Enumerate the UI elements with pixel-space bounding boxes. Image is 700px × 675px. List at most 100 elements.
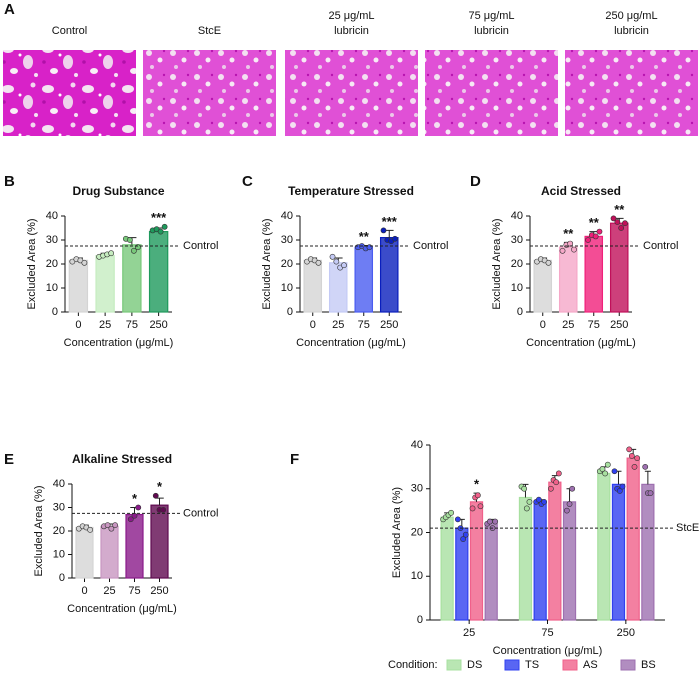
bar bbox=[455, 527, 469, 621]
data-point bbox=[462, 531, 469, 538]
bar bbox=[597, 472, 611, 621]
y-tick-label: 20 bbox=[511, 258, 523, 270]
significance: ** bbox=[563, 226, 574, 241]
y-tick-label: 40 bbox=[511, 210, 523, 222]
data-point bbox=[160, 506, 167, 513]
image-label: lubricin bbox=[334, 25, 369, 37]
x-tick-label: 250 bbox=[380, 319, 398, 331]
bar bbox=[95, 255, 115, 313]
bar bbox=[68, 259, 89, 313]
data-point bbox=[599, 466, 606, 472]
y-tick-label: 20 bbox=[281, 258, 293, 270]
y-tick-label: 30 bbox=[511, 234, 523, 246]
data-point bbox=[392, 235, 398, 242]
bar bbox=[611, 483, 626, 621]
data-point bbox=[157, 228, 164, 235]
data-point bbox=[104, 522, 111, 529]
chart-title: Acid Stressed bbox=[541, 184, 621, 198]
bar bbox=[100, 525, 119, 579]
bar bbox=[354, 246, 374, 313]
significance: ** bbox=[589, 215, 600, 230]
data-point bbox=[108, 250, 115, 257]
data-point bbox=[526, 498, 533, 505]
legend-label: TS bbox=[525, 659, 539, 671]
image-label: 75 μg/mL bbox=[468, 10, 514, 22]
bar bbox=[641, 483, 655, 621]
data-point bbox=[631, 463, 638, 470]
panel-letter: D bbox=[470, 173, 481, 190]
reference-label: Control bbox=[183, 240, 218, 252]
legend-swatch bbox=[446, 659, 462, 671]
significance: * bbox=[132, 491, 138, 506]
micrograph bbox=[285, 50, 418, 136]
legend-label: BS bbox=[641, 659, 656, 671]
y-axis-label: Excluded Area (%) bbox=[26, 218, 38, 309]
bar bbox=[626, 457, 640, 621]
x-tick-label: 25 bbox=[562, 319, 574, 331]
y-tick-label: 30 bbox=[46, 234, 58, 246]
x-axis-label: Concentration (μg/mL) bbox=[296, 337, 406, 349]
data-point bbox=[329, 253, 336, 260]
image-label: lubricin bbox=[474, 25, 509, 37]
data-point bbox=[135, 504, 142, 511]
bar bbox=[548, 481, 562, 621]
data-point bbox=[460, 536, 467, 542]
x-tick-label: 25 bbox=[99, 319, 111, 331]
data-point bbox=[315, 259, 322, 266]
micrograph bbox=[143, 50, 276, 136]
y-tick-label: 40 bbox=[53, 478, 65, 490]
legend-label: DS bbox=[467, 659, 482, 671]
bar bbox=[609, 222, 629, 313]
x-tick-label: 0 bbox=[540, 319, 546, 331]
data-point bbox=[492, 518, 499, 525]
data-point bbox=[112, 522, 119, 529]
data-point bbox=[127, 516, 134, 523]
data-point bbox=[585, 237, 591, 243]
micrograph bbox=[3, 50, 136, 136]
x-tick-label: 0 bbox=[81, 585, 87, 597]
x-tick-label: 25 bbox=[463, 627, 475, 639]
y-tick-label: 40 bbox=[411, 439, 423, 451]
y-tick-label: 10 bbox=[53, 548, 65, 560]
image-label: StcE bbox=[198, 25, 221, 37]
legend-swatch bbox=[504, 659, 520, 671]
y-tick-label: 10 bbox=[411, 570, 423, 582]
data-point bbox=[134, 244, 141, 251]
data-point bbox=[553, 479, 560, 486]
data-point bbox=[626, 446, 633, 453]
data-point bbox=[619, 483, 626, 490]
data-point bbox=[81, 259, 88, 266]
x-tick-label: 75 bbox=[128, 585, 140, 597]
y-tick-label: 0 bbox=[52, 306, 58, 318]
bar bbox=[533, 259, 553, 313]
y-axis-label: Excluded Area (%) bbox=[33, 485, 45, 576]
data-point bbox=[521, 485, 528, 492]
data-point bbox=[592, 233, 599, 240]
data-point bbox=[566, 501, 573, 507]
x-tick-label: 250 bbox=[149, 319, 167, 331]
error-bar bbox=[644, 470, 651, 485]
chart-title: Alkaline Stressed bbox=[72, 452, 172, 466]
image-label: Control bbox=[52, 25, 87, 37]
data-point bbox=[596, 228, 603, 235]
x-axis-label: Concentration (μg/mL) bbox=[526, 337, 636, 349]
data-point bbox=[469, 505, 476, 512]
legend-swatch bbox=[562, 659, 578, 671]
y-axis-label: Excluded Area (%) bbox=[261, 218, 273, 309]
data-point bbox=[611, 468, 618, 475]
bar bbox=[484, 523, 498, 621]
y-tick-label: 0 bbox=[417, 614, 423, 626]
data-point bbox=[567, 240, 574, 247]
legend-swatch bbox=[620, 659, 636, 671]
data-point bbox=[610, 215, 617, 222]
bar bbox=[150, 504, 169, 579]
data-point bbox=[130, 247, 137, 254]
chart-title: Drug Substance bbox=[72, 184, 164, 198]
data-point bbox=[555, 470, 562, 477]
micrograph bbox=[565, 50, 698, 136]
y-tick-label: 20 bbox=[53, 525, 65, 537]
bar bbox=[75, 526, 94, 579]
data-point bbox=[126, 237, 133, 243]
y-axis-label: Excluded Area (%) bbox=[491, 218, 503, 309]
data-point bbox=[628, 453, 635, 459]
